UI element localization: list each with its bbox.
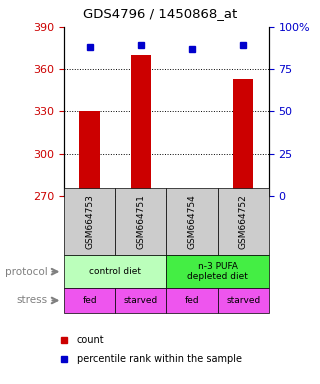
Bar: [64, 255, 166, 288]
Text: GDS4796 / 1450868_at: GDS4796 / 1450868_at: [83, 7, 237, 20]
Bar: [115, 288, 166, 313]
Bar: [64, 188, 115, 255]
Text: percentile rank within the sample: percentile rank within the sample: [77, 354, 242, 364]
Bar: [166, 188, 218, 255]
Text: control diet: control diet: [89, 267, 141, 276]
Text: fed: fed: [185, 296, 199, 305]
Bar: [79, 111, 100, 196]
Text: stress: stress: [17, 295, 48, 306]
Text: GSM664751: GSM664751: [136, 194, 145, 249]
Text: fed: fed: [82, 296, 97, 305]
Text: starved: starved: [226, 296, 260, 305]
Text: starved: starved: [124, 296, 158, 305]
Bar: [233, 79, 253, 196]
Bar: [218, 188, 269, 255]
Bar: [115, 188, 166, 255]
Bar: [166, 255, 269, 288]
Text: n-3 PUFA
depleted diet: n-3 PUFA depleted diet: [187, 262, 248, 281]
Bar: [218, 288, 269, 313]
Text: GSM664752: GSM664752: [239, 194, 248, 249]
Bar: [64, 288, 115, 313]
Text: GSM664753: GSM664753: [85, 194, 94, 249]
Bar: [166, 288, 218, 313]
Bar: [131, 55, 151, 196]
Text: protocol: protocol: [5, 266, 48, 277]
Text: GSM664754: GSM664754: [188, 194, 196, 249]
Bar: [182, 194, 202, 196]
Text: count: count: [77, 335, 104, 345]
